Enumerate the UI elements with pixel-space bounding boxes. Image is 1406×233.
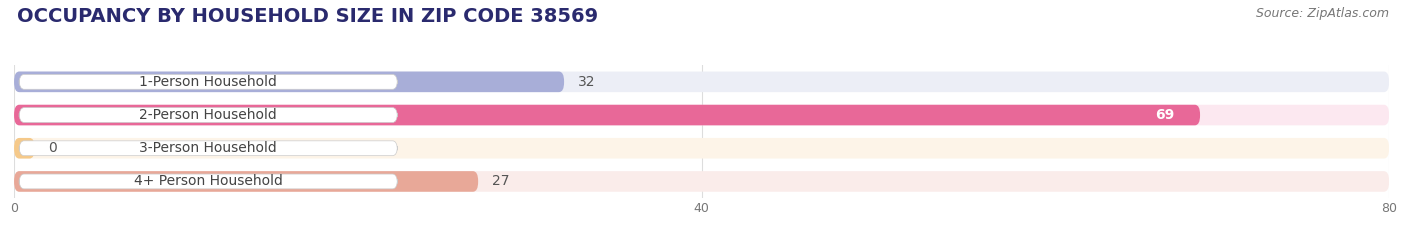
Text: 69: 69 [1154,108,1174,122]
FancyBboxPatch shape [20,74,398,89]
FancyBboxPatch shape [20,141,398,156]
Text: 1-Person Household: 1-Person Household [139,75,277,89]
Text: OCCUPANCY BY HOUSEHOLD SIZE IN ZIP CODE 38569: OCCUPANCY BY HOUSEHOLD SIZE IN ZIP CODE … [17,7,598,26]
FancyBboxPatch shape [14,138,35,158]
Text: 32: 32 [578,75,595,89]
FancyBboxPatch shape [14,72,1389,92]
FancyBboxPatch shape [20,174,398,189]
FancyBboxPatch shape [14,105,1201,125]
FancyBboxPatch shape [14,105,1389,125]
FancyBboxPatch shape [20,108,398,123]
Text: 4+ Person Household: 4+ Person Household [134,175,283,188]
FancyBboxPatch shape [14,171,478,192]
Text: 0: 0 [48,141,58,155]
FancyBboxPatch shape [14,171,1389,192]
Text: 2-Person Household: 2-Person Household [139,108,277,122]
FancyBboxPatch shape [14,138,1389,158]
Text: 3-Person Household: 3-Person Household [139,141,277,155]
FancyBboxPatch shape [14,72,564,92]
Text: Source: ZipAtlas.com: Source: ZipAtlas.com [1256,7,1389,20]
Text: 27: 27 [492,175,509,188]
